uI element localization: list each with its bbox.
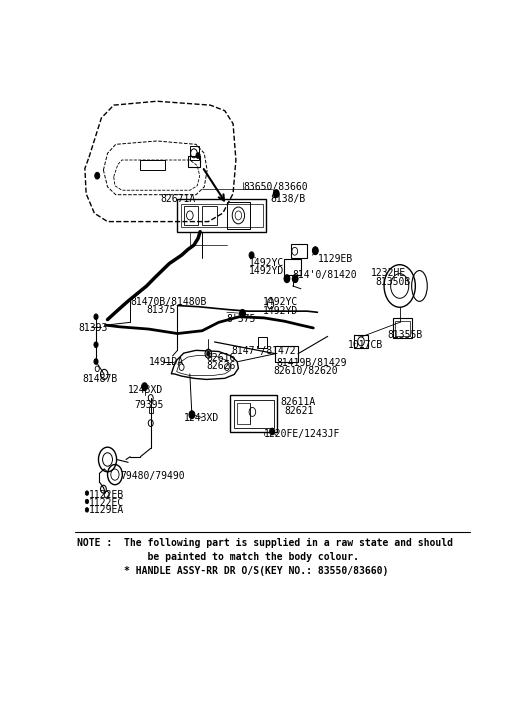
Text: 1017CB: 1017CB (348, 340, 383, 350)
Bar (237, 403, 250, 425)
Text: 81393: 81393 (78, 323, 107, 333)
Bar (149, 407, 153, 413)
Bar (177, 199, 266, 232)
Text: 1492YD: 1492YD (249, 266, 284, 276)
Text: 81470B/81480B: 81470B/81480B (130, 297, 207, 307)
Text: 1492YD: 1492YD (263, 305, 298, 316)
Circle shape (85, 499, 89, 504)
Bar (190, 146, 199, 160)
Bar (395, 321, 410, 336)
Bar (258, 337, 267, 348)
Text: 8138/B: 8138/B (270, 194, 305, 204)
Text: 82616: 82616 (206, 353, 236, 363)
Text: 81355B: 81355B (388, 329, 423, 340)
Circle shape (94, 314, 98, 320)
Text: 1232HE: 1232HE (371, 268, 406, 278)
Text: 82621: 82621 (285, 406, 314, 416)
Text: 82610/82620: 82610/82620 (273, 366, 338, 376)
Bar (140, 160, 165, 170)
Circle shape (207, 351, 210, 356)
Text: 1491DA: 1491DA (149, 356, 184, 366)
Bar (227, 202, 250, 229)
Circle shape (142, 383, 148, 390)
Text: 1122EB: 1122EB (89, 490, 124, 499)
Text: 82671A: 82671A (160, 194, 195, 204)
Circle shape (273, 190, 279, 198)
Text: 81350B: 81350B (376, 277, 411, 287)
Circle shape (270, 428, 275, 435)
Bar (276, 346, 298, 361)
Text: NOTE :  The following part is supplied in a raw state and should: NOTE : The following part is supplied in… (76, 539, 452, 548)
Bar (355, 335, 367, 348)
Circle shape (312, 246, 318, 254)
Circle shape (94, 342, 98, 348)
Text: 82611A: 82611A (280, 398, 315, 407)
Circle shape (249, 252, 254, 259)
Text: 79395: 79395 (134, 400, 164, 410)
Circle shape (95, 172, 100, 179)
Text: 1129EA: 1129EA (89, 505, 124, 515)
Text: 82626: 82626 (206, 361, 236, 371)
Circle shape (239, 310, 245, 317)
Bar (188, 156, 200, 166)
Text: 1243XD: 1243XD (128, 385, 164, 395)
Text: 1129EB: 1129EB (318, 254, 353, 264)
Text: 1243XD: 1243XD (184, 412, 219, 422)
Bar (184, 206, 198, 225)
Text: 1122EC: 1122EC (89, 497, 124, 507)
Text: 83650/83660: 83650/83660 (243, 182, 308, 192)
Text: 81487B: 81487B (83, 374, 118, 385)
Bar (290, 244, 307, 258)
Text: 1492YC: 1492YC (263, 297, 298, 308)
Text: 81419B/81429: 81419B/81429 (276, 358, 347, 368)
Circle shape (292, 275, 298, 283)
Circle shape (85, 507, 89, 512)
Circle shape (85, 491, 89, 495)
Text: 814'0/81420: 814'0/81420 (293, 270, 357, 281)
Circle shape (196, 153, 200, 158)
Text: 8'375: 8'375 (227, 314, 256, 324)
Text: 1220FE/1243JF: 1220FE/1243JF (264, 430, 340, 439)
Text: 81375: 81375 (147, 305, 176, 315)
Bar (181, 204, 263, 228)
Bar (285, 259, 301, 275)
Text: 1492YC: 1492YC (249, 258, 284, 268)
Circle shape (94, 358, 98, 364)
Bar (230, 395, 278, 432)
Circle shape (284, 275, 290, 283)
Bar (234, 400, 274, 427)
Text: 8147'/81472: 8147'/81472 (231, 347, 296, 356)
Circle shape (189, 411, 195, 419)
Bar (393, 318, 413, 338)
Bar (202, 206, 217, 225)
Text: * HANDLE ASSY-RR DR O/S(KEY NO.: 83550/83660): * HANDLE ASSY-RR DR O/S(KEY NO.: 83550/8… (76, 566, 388, 577)
Text: 79480/79490: 79480/79490 (120, 471, 184, 481)
Text: be painted to match the body colour.: be painted to match the body colour. (76, 553, 358, 563)
